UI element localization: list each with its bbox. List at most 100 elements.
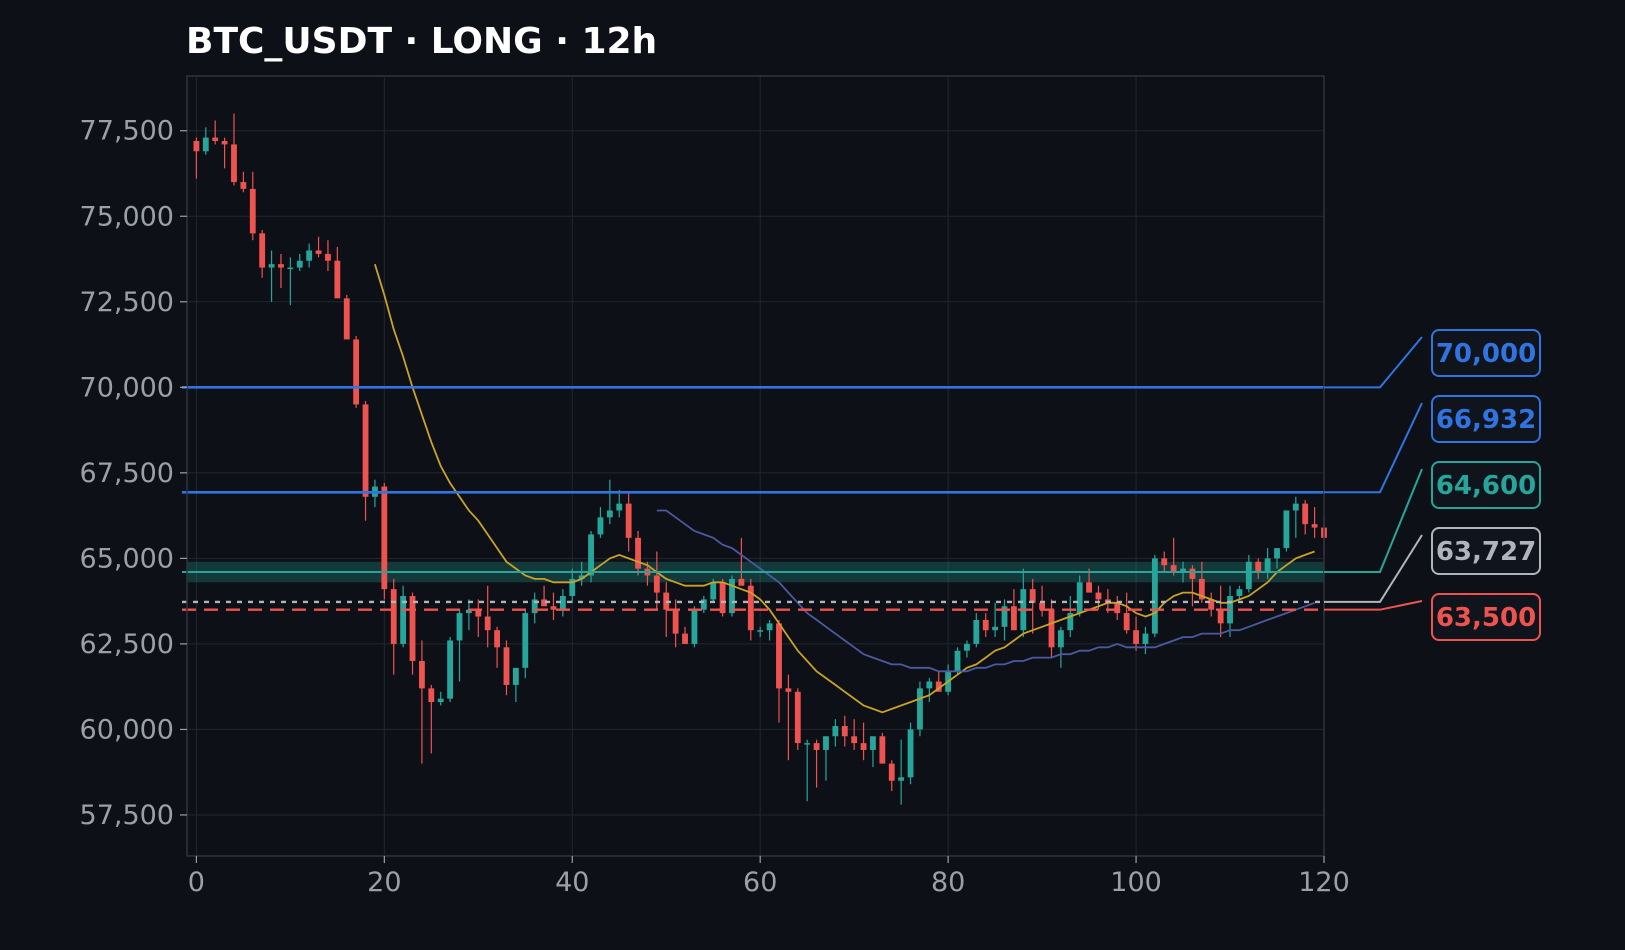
- candle-body: [249, 188, 256, 234]
- candle-body: [1274, 548, 1280, 559]
- price-tag-box: [1431, 593, 1541, 641]
- candle-body: [1086, 582, 1092, 593]
- candle-body: [494, 630, 501, 648]
- candle-body: [738, 578, 745, 586]
- candle-body: [776, 623, 782, 689]
- candle-body: [1198, 578, 1205, 600]
- price-tag-label: 66,932: [1436, 405, 1536, 435]
- candle-body: [653, 575, 660, 593]
- candle-body: [992, 626, 999, 631]
- candle-body: [202, 137, 209, 152]
- candle-body: [334, 260, 341, 299]
- candle-body: [1311, 524, 1318, 528]
- candle-body: [475, 609, 482, 617]
- candle-body: [1142, 633, 1149, 644]
- y-tick-label: 75,000: [80, 201, 174, 232]
- candle-body: [794, 691, 801, 744]
- candle-body: [729, 578, 735, 614]
- candle-body: [447, 640, 454, 699]
- candle-body: [1133, 630, 1139, 644]
- candle-body: [259, 233, 266, 268]
- candle-body: [1292, 503, 1299, 511]
- price-tags-layer: 70,000 66,932 64,600 63,727 63,500: [1324, 329, 1541, 641]
- x-tick-label: 20: [367, 867, 401, 898]
- candle-body: [381, 486, 388, 590]
- price-tag-connector: [1324, 336, 1423, 389]
- candle-body: [747, 585, 754, 631]
- candle-body: [541, 599, 547, 607]
- candle-body: [710, 582, 717, 600]
- candle-body: [1264, 558, 1271, 573]
- candle-body: [569, 578, 576, 596]
- price-tag-box: [1431, 527, 1541, 575]
- price-tag-connector: [1324, 600, 1423, 611]
- candle-body: [278, 264, 284, 268]
- candle-body: [898, 777, 905, 781]
- price-levels-layer: [182, 386, 1324, 611]
- x-tick-label: 60: [743, 867, 777, 898]
- candle-body: [484, 616, 491, 631]
- x-tick-label: 80: [931, 867, 965, 898]
- candle-body: [917, 688, 923, 730]
- candle-body: [287, 267, 294, 270]
- candle-body: [973, 619, 980, 644]
- x-tick-label: 120: [1298, 867, 1350, 898]
- y-tick-label: 77,500: [80, 116, 174, 147]
- candle-body: [1001, 606, 1008, 627]
- candle-body: [325, 253, 331, 261]
- y-tick-label: 60,000: [80, 714, 174, 745]
- candle-body: [785, 688, 792, 692]
- candle-body: [1151, 558, 1158, 634]
- candle-body: [1170, 565, 1177, 573]
- candle-body: [400, 596, 407, 644]
- candle-body: [1048, 609, 1055, 648]
- price-tag-connector: [1324, 468, 1423, 574]
- candle-body: [1076, 582, 1083, 614]
- y-tick-label: 62,500: [80, 629, 174, 660]
- candle-body: [954, 650, 961, 672]
- candle-body: [935, 681, 942, 692]
- candle-body: [512, 667, 519, 685]
- candle-body: [1189, 568, 1196, 579]
- candle-body: [700, 599, 707, 610]
- candle-body: [522, 613, 529, 668]
- candle-body: [1029, 589, 1036, 603]
- candle-body: [212, 137, 219, 141]
- candle-body: [625, 503, 632, 538]
- candle-body: [296, 260, 303, 268]
- candle-body: [531, 599, 538, 614]
- price-tag-box: [1431, 461, 1541, 509]
- candle-body: [1114, 602, 1121, 614]
- candle-body: [691, 609, 698, 644]
- candle-body: [231, 144, 237, 183]
- price-tag-label: 63,727: [1436, 537, 1536, 567]
- candle-body: [456, 613, 463, 641]
- candle-body: [559, 596, 566, 610]
- candle-body: [1283, 510, 1290, 549]
- price-tag-label: 64,600: [1436, 471, 1536, 501]
- price-tag-connector: [1324, 534, 1423, 603]
- price-tag-box: [1431, 329, 1541, 377]
- candle-body: [1208, 599, 1215, 610]
- candle-body: [813, 743, 820, 750]
- candle-body: [851, 736, 858, 744]
- candle-body: [606, 510, 613, 518]
- candle-body: [682, 633, 688, 644]
- y-tick-label: 72,500: [80, 287, 174, 318]
- candle-body: [306, 250, 313, 261]
- candle-body: [823, 736, 829, 750]
- candle-body: [926, 681, 933, 689]
- candle-body: [390, 589, 397, 644]
- candle-body: [1255, 561, 1262, 573]
- candle-body: [635, 537, 641, 569]
- candle-body: [353, 339, 360, 405]
- candle-body: [465, 609, 472, 614]
- candle-body: [362, 404, 369, 497]
- candle-body: [964, 643, 970, 651]
- x-tick-label: 100: [1110, 867, 1162, 898]
- candle-body: [428, 688, 435, 703]
- candle-body: [832, 726, 839, 737]
- candle-body: [1010, 606, 1017, 631]
- candle-body: [588, 534, 594, 576]
